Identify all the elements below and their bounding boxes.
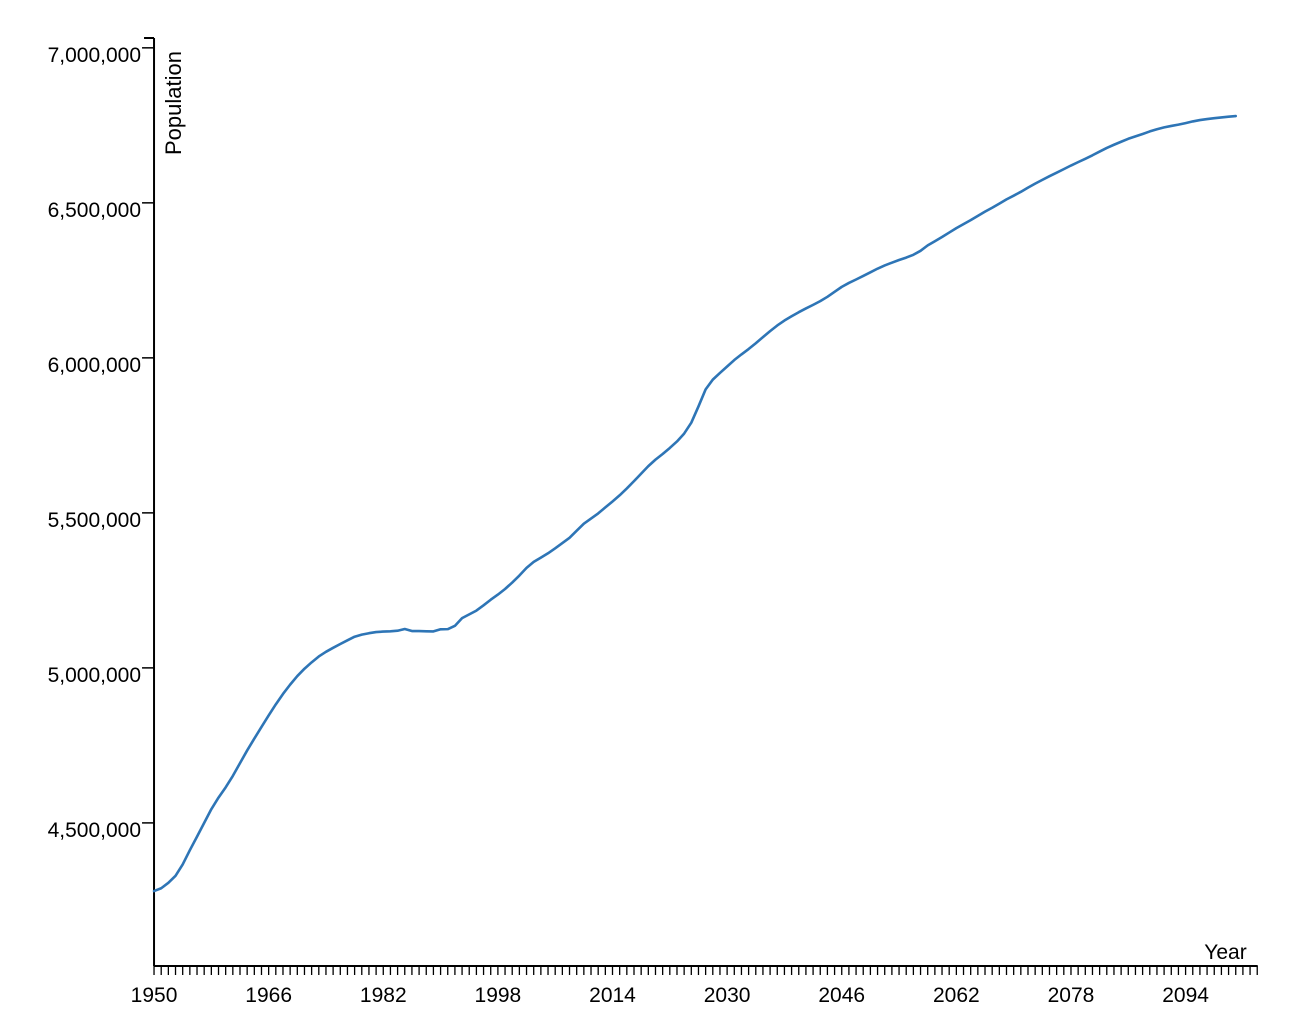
svg-text:2030: 2030 xyxy=(704,984,751,1007)
svg-text:2094: 2094 xyxy=(1162,984,1209,1007)
svg-text:4,500,000: 4,500,000 xyxy=(48,819,141,842)
svg-text:1982: 1982 xyxy=(360,984,407,1007)
svg-text:2046: 2046 xyxy=(818,984,865,1007)
svg-text:1950: 1950 xyxy=(131,984,178,1007)
svg-text:7,000,000: 7,000,000 xyxy=(48,44,141,67)
svg-text:2062: 2062 xyxy=(933,984,980,1007)
svg-text:6,000,000: 6,000,000 xyxy=(48,354,141,377)
svg-text:5,000,000: 5,000,000 xyxy=(48,664,141,687)
svg-text:1998: 1998 xyxy=(475,984,522,1007)
svg-text:2078: 2078 xyxy=(1048,984,1095,1007)
svg-text:Year: Year xyxy=(1204,941,1246,964)
svg-text:6,500,000: 6,500,000 xyxy=(48,199,141,222)
svg-text:Population: Population xyxy=(161,51,186,155)
svg-text:5,500,000: 5,500,000 xyxy=(48,509,141,532)
svg-text:2014: 2014 xyxy=(589,984,636,1007)
svg-text:1966: 1966 xyxy=(245,984,292,1007)
